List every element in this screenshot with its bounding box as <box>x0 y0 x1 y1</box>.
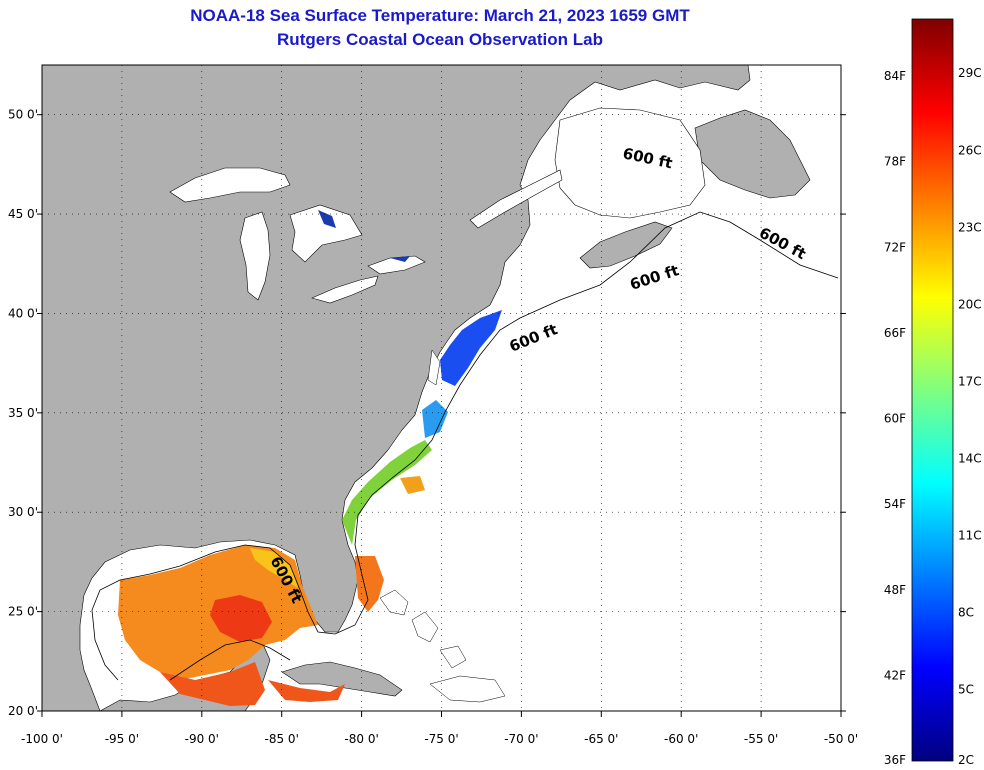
sst-gulf-warm-core <box>210 595 272 642</box>
land-hispaniola <box>429 675 506 703</box>
latitude-labels: 20 0' 25 0' 30 0' 35 0' 40 0' 45 0' 50 0' <box>8 108 38 718</box>
lat-tick-label: 50 0' <box>8 108 38 122</box>
land-north-america <box>42 65 751 711</box>
lat-tick-label: 40 0' <box>8 306 38 320</box>
lat-tick-label: 25 0' <box>8 605 38 619</box>
colorbar <box>911 18 954 762</box>
sst-mid-atlantic-bight <box>440 310 502 386</box>
lon-tick-label: -60 0' <box>664 732 698 746</box>
lon-tick-label: -95 0' <box>105 732 139 746</box>
colorbar-c-label: 11C <box>958 529 982 543</box>
map-subtitle: Rutgers Coastal Ocean Observation Lab <box>277 30 603 49</box>
colorbar-f-label: 42F <box>884 668 906 682</box>
water-st-lawrence-river <box>469 169 563 229</box>
colorbar-c-label: 23C <box>958 220 982 234</box>
colorbar-f-label: 72F <box>884 240 906 254</box>
colorbar-f-label: 48F <box>884 583 906 597</box>
colorbar-f-label: 78F <box>884 155 906 169</box>
isobath-600ft-contour-gulf-south <box>169 639 291 681</box>
lon-tick-label: -100 0' <box>21 732 63 746</box>
colorbar-fahrenheit-labels: 36F 42F 48F 54F 60F 66F 72F 78F 84F <box>884 69 906 767</box>
land-newfoundland <box>694 109 811 199</box>
longitude-labels: -100 0' -95 0' -90 0' -85 0' -80 0' -75 0' -70… <box>21 732 858 746</box>
lon-tick-label: -70 0' <box>504 732 538 746</box>
lon-tick-label: -85 0' <box>265 732 299 746</box>
lake-michigan <box>239 211 271 301</box>
map-title: NOAA-18 Sea Surface Temperature: March 2… <box>190 6 690 25</box>
lat-tick-label: 20 0' <box>8 704 38 718</box>
land-nova-scotia <box>579 221 673 269</box>
sst-great-lakes-cold <box>318 210 410 262</box>
lon-tick-label: -65 0' <box>584 732 618 746</box>
lake-superior <box>169 167 291 203</box>
water-gulf-st-lawrence <box>554 107 706 219</box>
sst-gulf-stream-edge <box>400 476 425 494</box>
land-cuba <box>281 661 403 697</box>
lat-tick-label: 35 0' <box>8 406 38 420</box>
colorbar-f-label: 60F <box>884 412 906 426</box>
colorbar-f-label: 54F <box>884 497 906 511</box>
colorbar-celsius-labels: 2C 5C 8C 11C 14C 17C 20C 23C 26C 29C <box>958 66 982 767</box>
sst-gulf-yellow-shelf <box>250 548 298 588</box>
colorbar-c-label: 8C <box>958 606 974 620</box>
graticule <box>37 65 846 717</box>
lake-erie <box>311 275 379 304</box>
colorbar-f-label: 66F <box>884 326 906 340</box>
lon-tick-label: -50 0' <box>824 732 858 746</box>
land-bahamas <box>379 589 467 669</box>
lat-tick-label: 45 0' <box>8 207 38 221</box>
colorbar-c-label: 14C <box>958 451 982 465</box>
sst-south-atlantic-bight <box>342 440 432 545</box>
lon-tick-label: -80 0' <box>344 732 378 746</box>
colorbar-c-label: 2C <box>958 753 974 767</box>
lon-tick-label: -90 0' <box>185 732 219 746</box>
lake-huron <box>289 204 363 263</box>
colorbar-c-label: 26C <box>958 143 982 157</box>
colorbar-c-label: 5C <box>958 683 974 697</box>
sst-florida-straits <box>355 556 384 612</box>
isobath-600ft-contour <box>91 211 839 681</box>
lon-tick-label: -55 0' <box>744 732 778 746</box>
colorbar-c-label: 20C <box>958 297 982 311</box>
lon-tick-label: -75 0' <box>424 732 458 746</box>
sst-cuba-south <box>268 680 345 702</box>
lat-tick-label: 30 0' <box>8 505 38 519</box>
colorbar-c-label: 29C <box>958 66 982 80</box>
sst-caribbean-north <box>160 662 265 706</box>
sst-cape-hatteras-cool <box>422 400 448 438</box>
colorbar-f-label: 36F <box>884 753 906 767</box>
water-chesapeake <box>427 349 441 386</box>
colorbar-c-label: 17C <box>958 374 982 388</box>
colorbar-f-label: 84F <box>884 69 906 83</box>
